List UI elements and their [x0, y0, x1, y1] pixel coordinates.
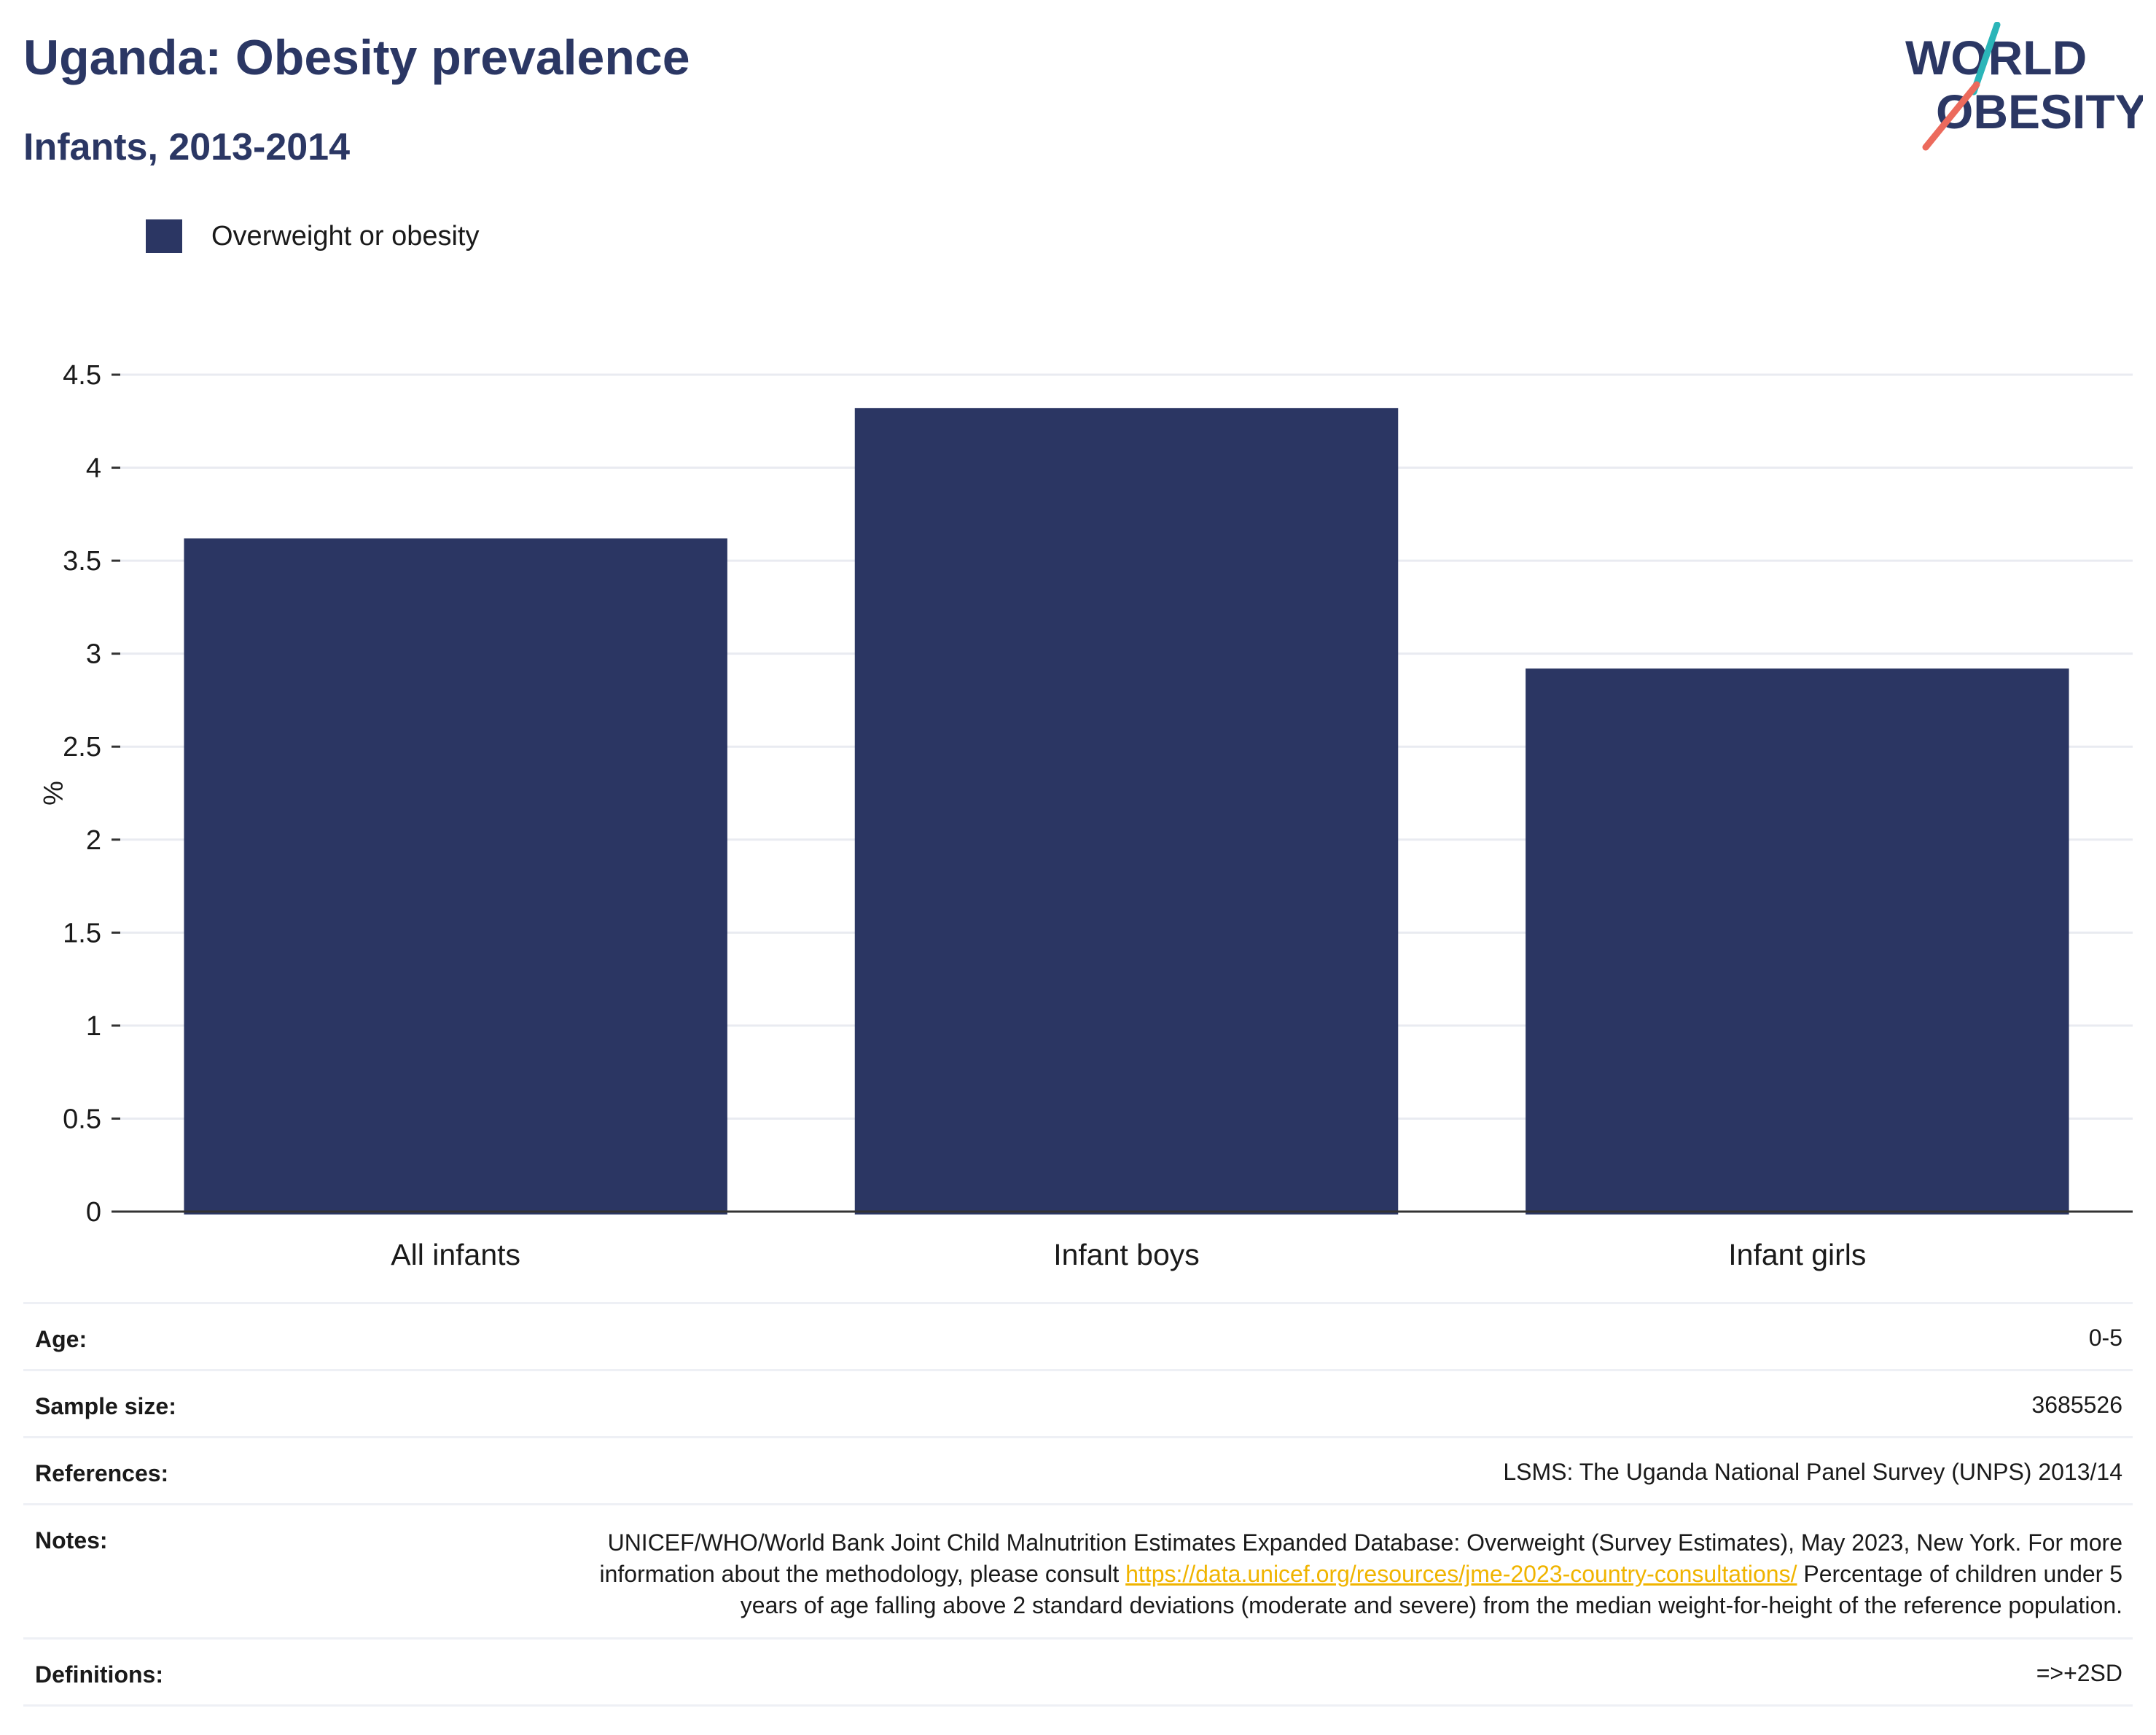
y-tick-label: 0	[86, 1197, 101, 1228]
bars	[184, 408, 2069, 1215]
meta-row-definitions: Definitions: =>+2SD	[23, 1640, 2133, 1707]
meta-row-references: References: LSMS: The Uganda National Pa…	[23, 1438, 2133, 1505]
meta-definitions-label: Definitions:	[35, 1661, 163, 1688]
legend-swatch	[146, 219, 182, 253]
meta-definitions-value: =>+2SD	[2036, 1660, 2122, 1686]
methodology-link[interactable]: https://data.unicef.org/resources/jme-20…	[1125, 1561, 1797, 1587]
y-tick-label: 4	[86, 453, 101, 484]
y-tick-label: 1	[86, 1011, 101, 1042]
meta-references-value: LSMS: The Uganda National Panel Survey (…	[1503, 1459, 2122, 1485]
meta-row-notes: Notes: UNICEF/WHO/World Bank Joint Child…	[23, 1505, 2133, 1640]
meta-row-sample-size: Sample size: 3685526	[23, 1371, 2133, 1438]
y-tick-label: 1.5	[63, 918, 101, 948]
notes-text-2: Percentage of children under 5 years of …	[740, 1561, 2122, 1618]
logo-slash-teal	[1970, 22, 2001, 95]
y-tick-label: 2.5	[63, 732, 101, 763]
x-tick-label: All infants	[391, 1238, 520, 1271]
chart-legend[interactable]: Overweight or obesity	[146, 216, 480, 257]
x-axis-labels: All infants Infant boys Infant girls	[391, 1238, 1866, 1271]
y-axis-label: %	[37, 781, 68, 806]
y-axis-ticks: 0 0.5 1 1.5 2 2.5 3 3.5 4 4.5	[63, 360, 120, 1228]
y-tick-label: 0.5	[63, 1104, 101, 1134]
x-tick-label: Infant girls	[1728, 1238, 1866, 1271]
meta-notes-label: Notes:	[35, 1527, 108, 1553]
bar-infant-girls	[1526, 668, 2069, 1214]
y-tick-label: 3.5	[63, 546, 101, 577]
y-tick-label: 4.5	[63, 360, 101, 391]
meta-sample-value: 3685526	[2031, 1392, 2122, 1418]
chart-subtitle: Infants, 2013-2014	[23, 126, 351, 168]
bar-infant-boys	[854, 408, 1399, 1215]
notes-text-1: UNICEF/WHO/World Bank Joint Child Malnut…	[599, 1529, 2122, 1587]
y-tick-label: 2	[86, 825, 101, 856]
meta-age-label: Age:	[35, 1326, 87, 1352]
meta-references-label: References:	[35, 1460, 169, 1486]
bar-all-infants	[184, 538, 727, 1214]
logo-word-world: WORLD	[1905, 31, 2087, 85]
meta-sample-label: Sample size:	[35, 1393, 176, 1419]
x-tick-label: Infant boys	[1053, 1238, 1200, 1271]
logo-slash-coral	[1922, 81, 1980, 151]
y-tick-label: 3	[86, 639, 101, 670]
chart-title: Uganda: Obesity prevalence	[23, 30, 690, 85]
meta-age-value: 0-5	[2088, 1325, 2122, 1351]
legend-label: Overweight or obesity	[211, 220, 480, 252]
bar-chart: 0 0.5 1 1.5 2 2.5 3 3.5 4 4.5 All infants Infant b…	[37, 360, 2133, 1271]
metadata-table: Age: 0-5 Sample size: 3685526 References…	[23, 1302, 2133, 1707]
meta-row-age: Age: 0-5	[23, 1304, 2133, 1371]
meta-notes-value: UNICEF/WHO/World Bank Joint Child Malnut…	[592, 1527, 2122, 1621]
world-obesity-logo: WORLD OBESITY	[1905, 22, 2143, 151]
